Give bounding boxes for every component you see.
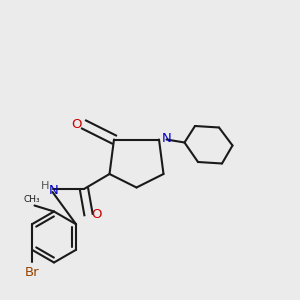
Text: H: H bbox=[41, 181, 50, 191]
Text: O: O bbox=[91, 208, 101, 221]
Text: CH₃: CH₃ bbox=[24, 195, 40, 204]
Text: N: N bbox=[49, 184, 59, 197]
Text: O: O bbox=[71, 118, 82, 131]
Text: Br: Br bbox=[25, 266, 39, 279]
Text: N: N bbox=[162, 131, 171, 145]
